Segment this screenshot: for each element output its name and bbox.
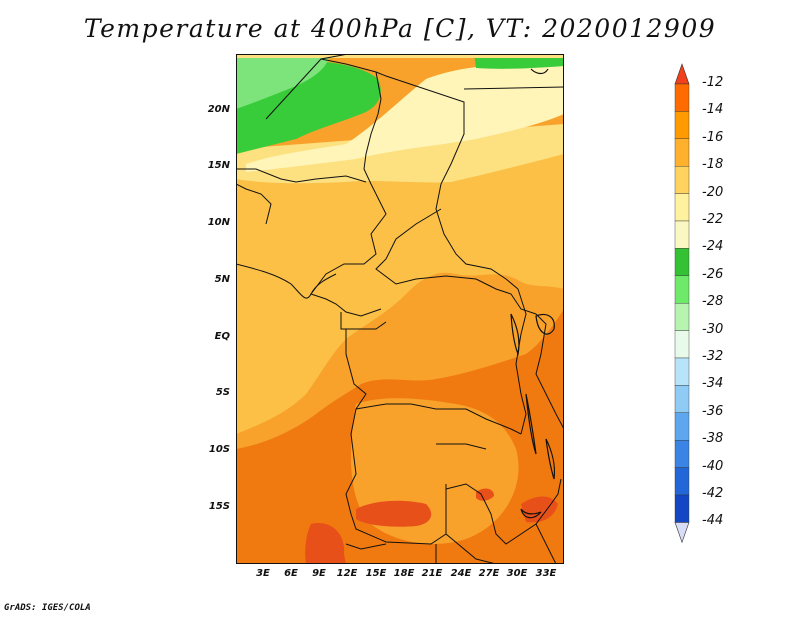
lon-label: 12E bbox=[336, 568, 358, 579]
field-m26 bbox=[236, 54, 331, 109]
map-frame bbox=[236, 54, 564, 564]
colorbar-tick-label: -18 bbox=[702, 157, 724, 173]
field-m12-c bbox=[521, 496, 558, 523]
lon-label: 6E bbox=[284, 568, 298, 579]
colorbar-tick-label: -38 bbox=[702, 431, 724, 447]
colorbar bbox=[674, 63, 690, 544]
lat-label: 15S bbox=[208, 501, 230, 512]
colorbar-swatch bbox=[674, 193, 690, 222]
colorbar-swatch bbox=[674, 357, 690, 386]
colorbar-swatch bbox=[674, 412, 690, 441]
lat-label: 5N bbox=[214, 274, 230, 285]
map-panel bbox=[236, 54, 564, 564]
lakes bbox=[510, 68, 556, 519]
colorbar-swatch bbox=[674, 330, 690, 359]
lat-label: 10S bbox=[208, 444, 230, 455]
colorbar-tick-label: -44 bbox=[702, 513, 724, 529]
colorbar-tick-label: -16 bbox=[702, 129, 724, 145]
lat-label: 20N bbox=[207, 104, 230, 115]
colorbar-tick-label: -36 bbox=[702, 403, 724, 419]
colorbar-swatch bbox=[674, 440, 690, 468]
field-m12-d bbox=[476, 488, 494, 501]
lat-label: EQ bbox=[214, 331, 230, 342]
colorbar-tick-label: -40 bbox=[702, 458, 724, 474]
field-m20 bbox=[236, 124, 564, 184]
colorbar-tick-label: -28 bbox=[702, 294, 724, 310]
colorbar-swatch bbox=[674, 248, 690, 276]
lat-label: 10N bbox=[207, 217, 230, 228]
lon-label: 30E bbox=[506, 568, 528, 579]
lon-label: 9E bbox=[312, 568, 326, 579]
lon-label: 27E bbox=[478, 568, 500, 579]
field-m22 bbox=[246, 64, 564, 172]
colorbar-top-arrow bbox=[674, 63, 690, 85]
colorbar-swatch bbox=[674, 302, 690, 331]
colorbar-tick-label: -14 bbox=[702, 102, 724, 118]
temperature-map bbox=[236, 54, 564, 564]
chart-title: Temperature at 400hPa [C], VT: 202001290… bbox=[83, 14, 717, 43]
colorbar-swatch bbox=[674, 385, 690, 413]
colorbar-tick-label: -26 bbox=[702, 266, 724, 282]
colorbar-swatch bbox=[674, 467, 690, 496]
country-borders bbox=[236, 54, 564, 564]
lon-label: 24E bbox=[450, 568, 472, 579]
colorbar-tick-label: -12 bbox=[702, 75, 724, 90]
colorbar-swatch bbox=[674, 275, 690, 304]
field-top-pale bbox=[236, 54, 564, 58]
field-m18 bbox=[236, 144, 564, 434]
colorbar-tick-label: -30 bbox=[702, 321, 724, 337]
lat-label: 5S bbox=[215, 387, 230, 398]
colorbar-tick-label: -34 bbox=[702, 376, 724, 392]
lon-label: 33E bbox=[535, 568, 557, 579]
colorbar-swatch bbox=[674, 494, 690, 523]
colorbar-tick-label: -42 bbox=[702, 486, 724, 501]
footer-credit: GrADS: IGES/COLA bbox=[4, 603, 91, 613]
colorbar-swatch bbox=[674, 220, 690, 249]
field-m12-b bbox=[305, 523, 346, 564]
lon-label: 18E bbox=[393, 568, 415, 579]
colorbar-tick-label: -32 bbox=[702, 349, 724, 364]
field-m12-a bbox=[356, 500, 432, 527]
colorbar-swatch bbox=[674, 111, 690, 140]
colorbar-bottom-arrow bbox=[674, 522, 690, 544]
lat-label: 15N bbox=[207, 160, 230, 171]
colorbar-swatch bbox=[674, 83, 690, 112]
colorbar-swatch bbox=[674, 165, 690, 194]
colorbar-tick-label: -24 bbox=[702, 239, 724, 255]
colorbar-swatch bbox=[674, 138, 690, 167]
lon-label: 15E bbox=[365, 568, 387, 579]
colorbar-tick-label: -20 bbox=[702, 184, 724, 200]
colorbar-tick-label: -22 bbox=[702, 212, 724, 227]
lon-label: 21E bbox=[421, 568, 443, 579]
lon-label: 3E bbox=[256, 568, 270, 579]
